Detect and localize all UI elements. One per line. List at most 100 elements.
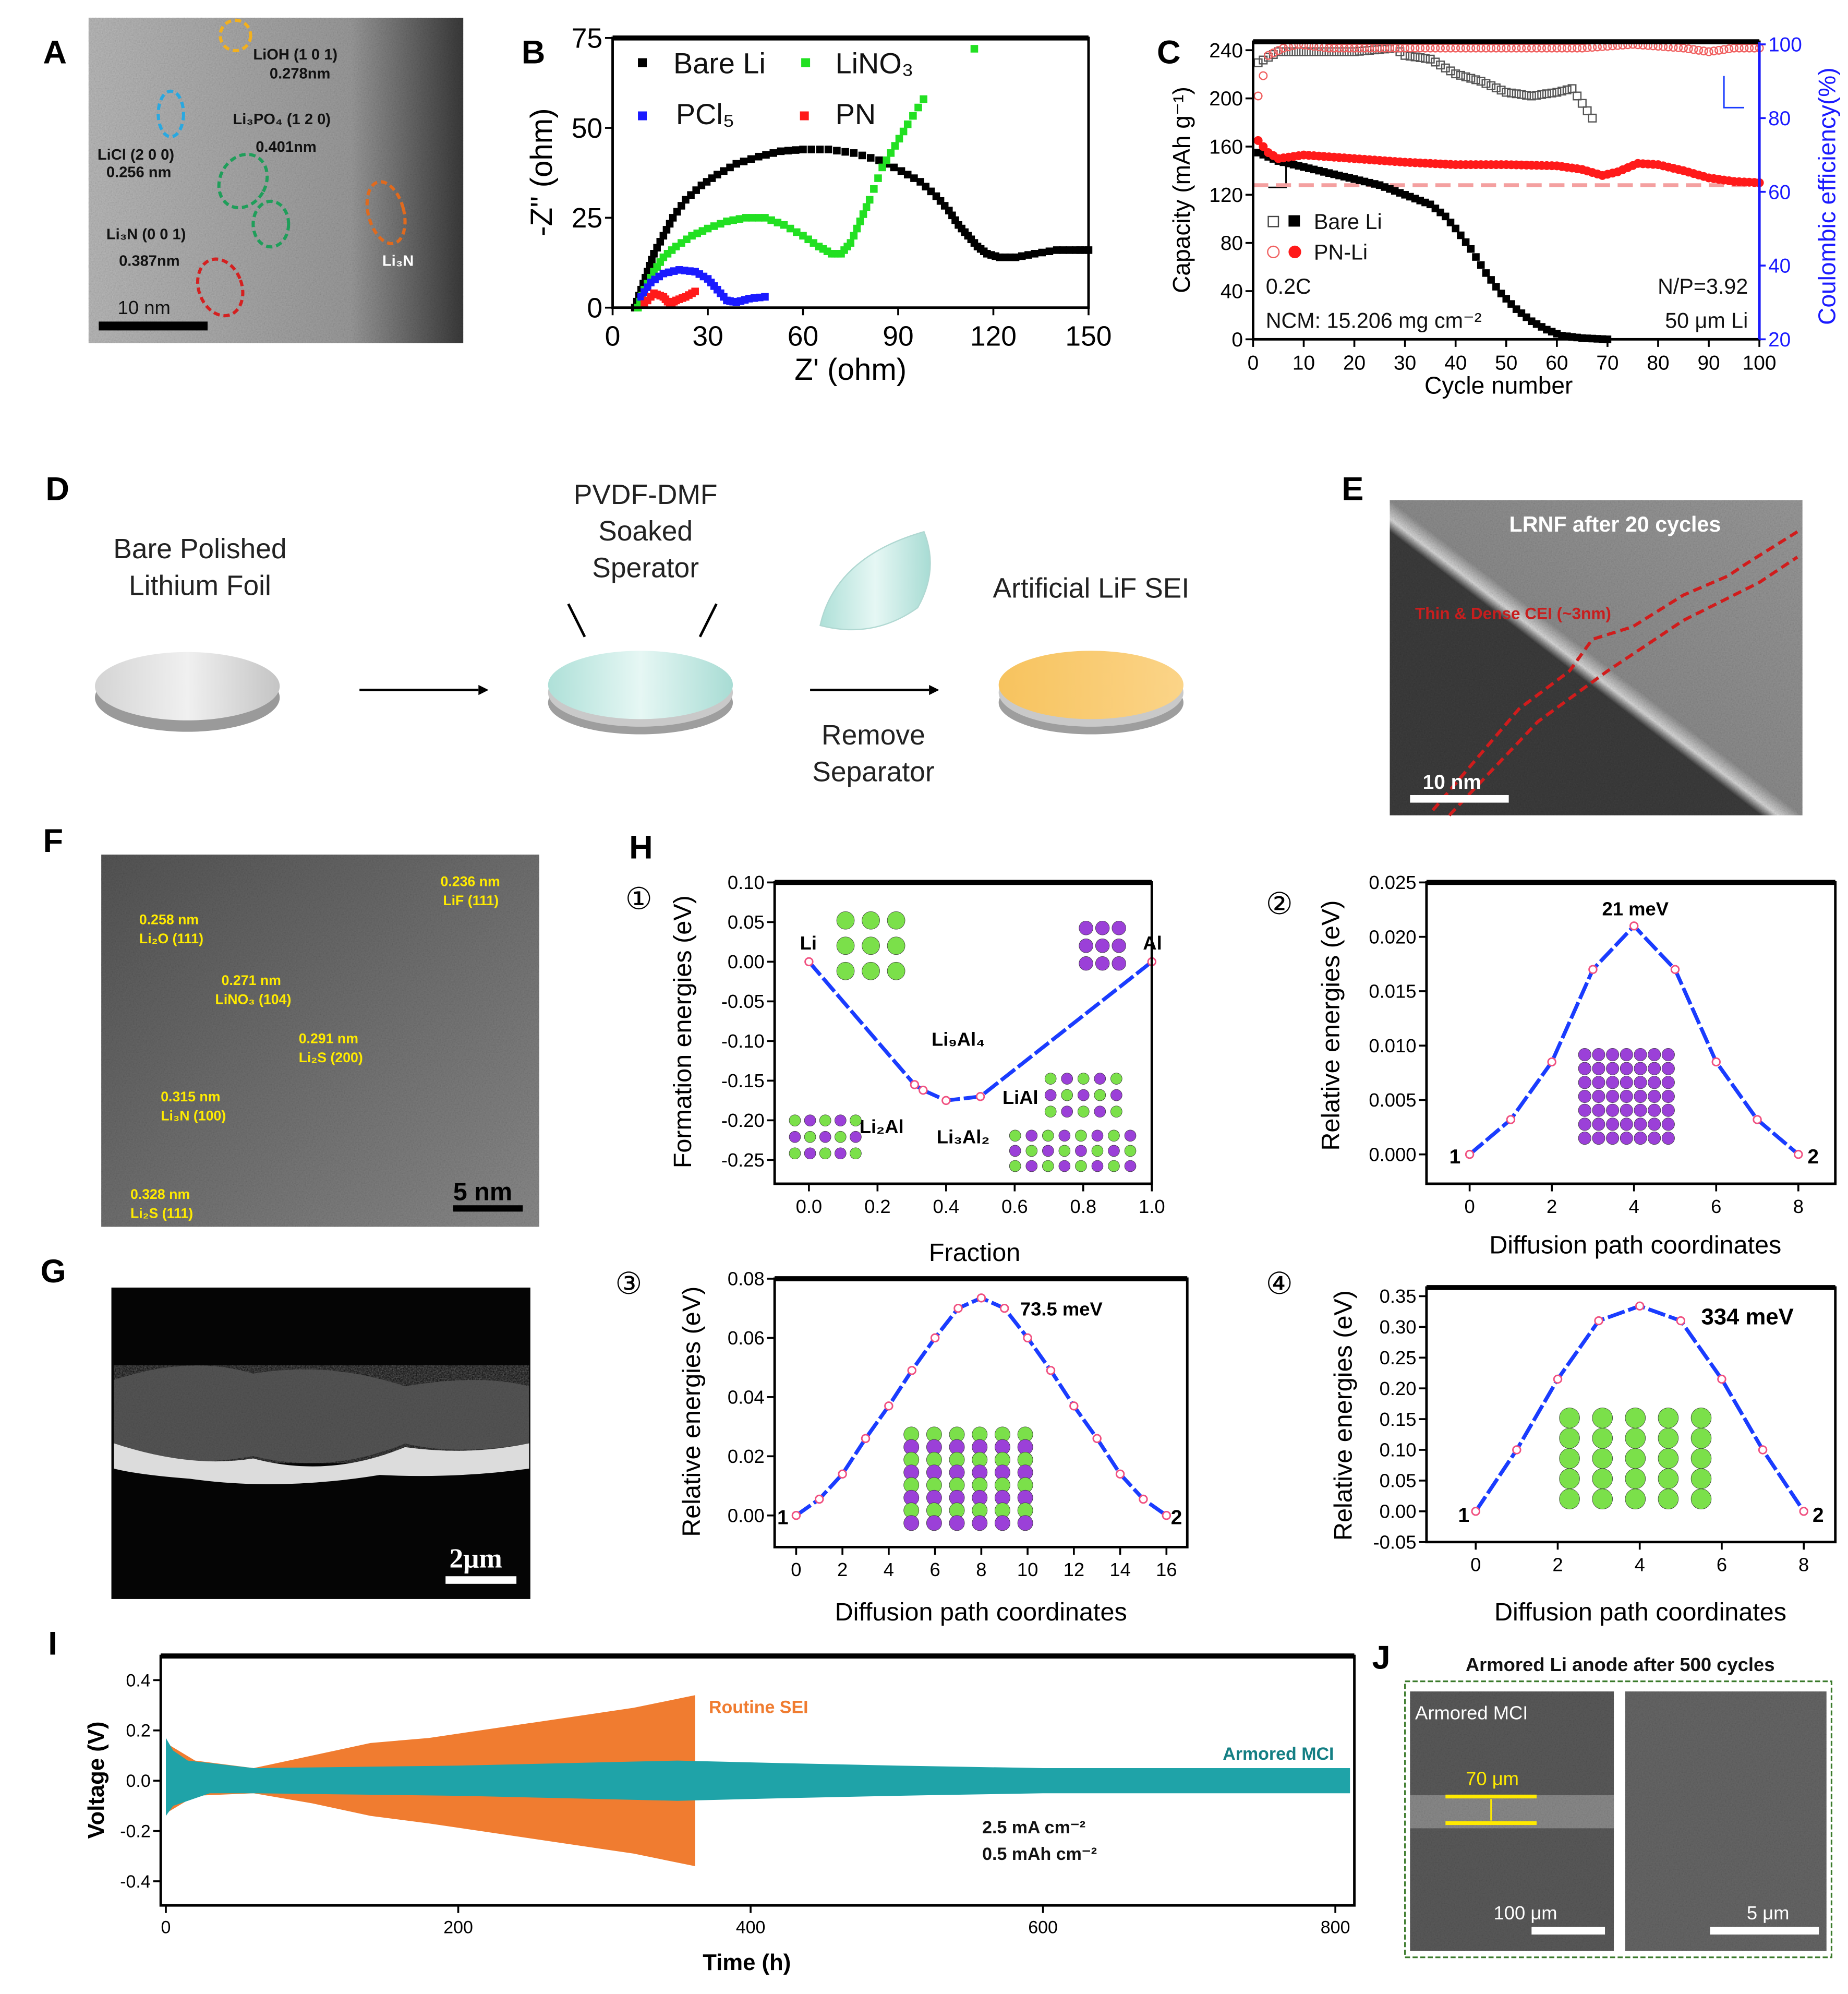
y-tick-label: 0.0 (126, 1771, 151, 1791)
chart-H4: 0 2 4 6 8 -0.05 0.00 0.05 0.10 0.15 0.20 0.25 0.30 0.… (1330, 1285, 1837, 1626)
y-tick-label: 0.00 (728, 1505, 765, 1526)
data-point (1583, 106, 1592, 115)
data-point (656, 238, 665, 246)
panel-label-g: G (41, 1253, 66, 1290)
x-axis-label: Cycle number (1424, 372, 1573, 399)
data-point (1253, 58, 1263, 67)
data-point (1492, 283, 1500, 291)
y-tick-label: 0.35 (1380, 1286, 1417, 1307)
lattice-spacing: 0.236 nm (440, 874, 500, 890)
panel-a-tem-image: LiOH (1 0 1) 0.278nm LiCl (2 0 0) 0.256 … (88, 17, 464, 343)
data-point (1487, 81, 1496, 90)
crystal-structure-inset (1044, 1073, 1122, 1118)
data-point (1269, 49, 1278, 58)
y-tick-label: 50 (572, 113, 602, 144)
data-point (1704, 47, 1713, 56)
endpoint-label: 2 (1813, 1504, 1824, 1527)
data-point (870, 185, 878, 193)
step-label: PVDF-DMF (574, 479, 718, 510)
data-point (853, 224, 861, 233)
x-tick-label: 600 (1028, 1918, 1058, 1938)
data-point (899, 127, 908, 136)
y-tick-label: 0.10 (728, 872, 765, 893)
x-tick-label: 4 (1629, 1196, 1639, 1217)
y-tick-label: -0.05 (721, 991, 765, 1012)
y-axis-label: Voltage (V) (83, 1722, 109, 1839)
panel-label-b: B (522, 34, 546, 70)
y-tick-label: 25 (572, 203, 602, 234)
lif-sei-disc (998, 651, 1183, 735)
y-axis-label: Relative energies (eV) (678, 1287, 706, 1537)
x-tick-label: 16 (1156, 1559, 1177, 1580)
lattice-spacing: 0.315 nm (161, 1089, 220, 1104)
data-point (761, 293, 769, 301)
data-point (1442, 212, 1450, 221)
legend-label: PN-Li (1314, 240, 1368, 264)
y-tick-label: -0.05 (1373, 1531, 1417, 1553)
x-tick-label: 0 (1470, 1554, 1481, 1576)
surface-image (1625, 1691, 1827, 1951)
legend-marker-circle (1288, 245, 1301, 259)
data-point (740, 158, 748, 165)
x-tick-label: 30 (692, 321, 723, 352)
data-point (883, 156, 890, 164)
subpanel-number: ② (1266, 887, 1293, 921)
arrow-head-icon (478, 684, 489, 695)
x-tick-label: 8 (1798, 1554, 1809, 1576)
phase-label: Li₉Al₄ (932, 1028, 985, 1050)
data-point (999, 1303, 1009, 1313)
data-point (1259, 55, 1268, 65)
data-point (1467, 245, 1475, 253)
inset-label: Armored MCI (1415, 1702, 1528, 1723)
y-tick-label: 0.25 (1380, 1347, 1417, 1368)
data-point (1724, 44, 1734, 54)
annotation-ring (219, 18, 252, 53)
step-label: Sperator (592, 553, 699, 584)
annotation-label: 0.256 nm (106, 164, 172, 181)
data-point (769, 149, 778, 157)
scale-bar-label: 2μm (449, 1542, 502, 1573)
voltage-envelope-armored-mci (166, 1738, 1350, 1816)
data-point (646, 262, 654, 270)
data-point (890, 163, 898, 172)
data-point (909, 112, 917, 120)
y-tick-label: 0.10 (1380, 1439, 1417, 1461)
step-label: Remove (822, 720, 925, 751)
data-point (891, 142, 899, 150)
data-point (1426, 54, 1435, 64)
panel-e-tem-image: LRNF after 20 cycles Thin & Dense CEI (~… (1390, 500, 1803, 816)
data-point (804, 957, 814, 967)
phase-label: Li (800, 932, 817, 954)
lattice-spacing: 0.328 nm (130, 1186, 190, 1202)
x-tick-label: 90 (1697, 352, 1720, 375)
y-tick-label: 0.06 (728, 1327, 765, 1349)
y-tick-label: 0.20 (1380, 1378, 1417, 1399)
data-point (807, 146, 815, 153)
data-point (1562, 85, 1572, 94)
panel-label-c: C (1157, 34, 1181, 70)
data-point (897, 167, 905, 175)
x-tick-label: 100 (1743, 352, 1777, 375)
data-point (1162, 1510, 1171, 1520)
data-point (1588, 965, 1598, 974)
data-point (644, 268, 651, 276)
y-tick-label: 0.015 (1369, 981, 1416, 1002)
arrow-icon (698, 603, 718, 638)
annotation-ring (365, 180, 407, 245)
data-point (1446, 66, 1455, 76)
data-point (1253, 136, 1263, 145)
x-tick-label: 6 (929, 1559, 940, 1580)
legend-label: PN (836, 98, 876, 130)
data-point (1259, 142, 1268, 151)
y-tick-label: 80 (1221, 232, 1243, 255)
y-tick-label: 0.2 (126, 1721, 151, 1741)
data-point (659, 232, 668, 240)
image-title: LRNF after 20 cycles (1509, 512, 1721, 536)
legend-marker-open-square (1267, 215, 1279, 227)
step-label: Artificial LiF SEI (993, 573, 1189, 604)
phase-label: Li₃Al₂ (937, 1126, 990, 1147)
endpoint-label: 1 (1458, 1504, 1470, 1527)
x-tick-label: 0.0 (796, 1196, 823, 1217)
data-point (1452, 224, 1459, 233)
scale-bar-label: 100 μm (1494, 1902, 1557, 1924)
